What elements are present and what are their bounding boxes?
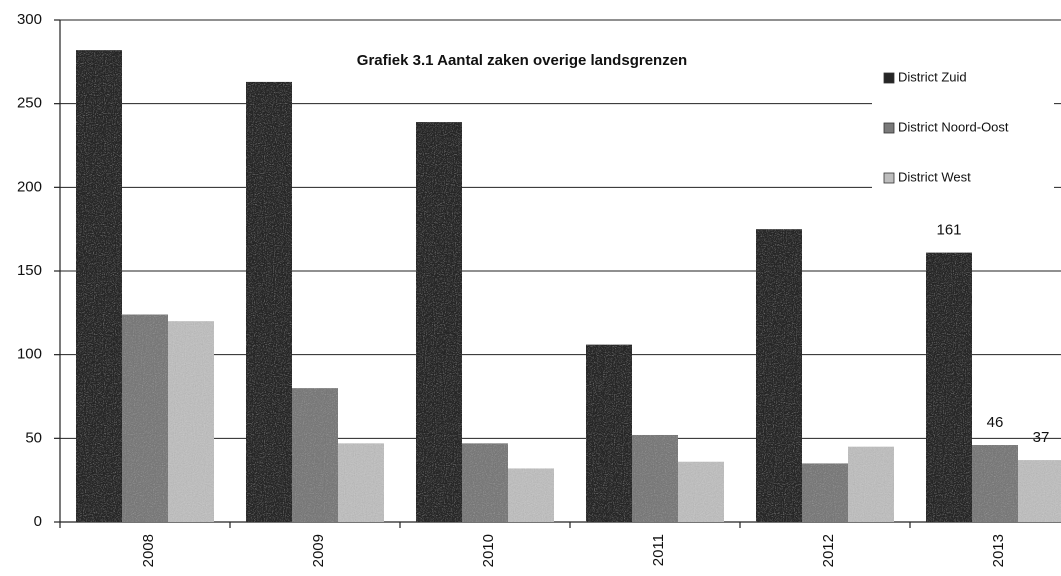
legend-swatch xyxy=(883,72,895,84)
bar xyxy=(756,229,802,522)
bar xyxy=(926,252,972,523)
bar xyxy=(1018,460,1061,522)
bar xyxy=(168,321,214,522)
data-label: 46 xyxy=(987,414,1004,431)
bar xyxy=(678,461,724,522)
y-tick-label: 150 xyxy=(17,262,42,279)
x-tick-label: 2013 xyxy=(990,534,1007,567)
legend-label: District West xyxy=(898,169,971,184)
legend-swatch xyxy=(883,122,895,134)
bar xyxy=(972,445,1018,522)
bar xyxy=(848,446,894,522)
bar xyxy=(416,122,462,522)
x-tick-label: 2008 xyxy=(140,534,157,567)
data-label: 37 xyxy=(1033,429,1050,446)
bar xyxy=(76,50,122,523)
bar xyxy=(122,314,168,522)
x-tick-label: 2010 xyxy=(480,534,497,567)
y-tick-label: 300 xyxy=(17,11,42,28)
bar xyxy=(292,388,338,522)
legend-swatch xyxy=(883,172,895,184)
y-tick-label: 0 xyxy=(34,513,42,530)
y-tick-label: 50 xyxy=(25,429,42,446)
x-tick-label: 2009 xyxy=(310,534,327,567)
bar xyxy=(802,463,848,522)
data-label: 161 xyxy=(936,222,961,239)
legend-label: District Noord-Oost xyxy=(898,119,1009,134)
bar xyxy=(462,443,508,522)
bar xyxy=(338,443,384,522)
bar xyxy=(632,434,678,522)
x-tick-label: 2011 xyxy=(650,534,667,566)
y-tick-label: 100 xyxy=(17,346,42,363)
bar xyxy=(508,468,554,522)
legend-label: District Zuid xyxy=(898,69,967,84)
chart-title: Grafiek 3.1 Aantal zaken overige landsgr… xyxy=(357,52,687,69)
bar xyxy=(246,81,292,522)
bar xyxy=(586,344,632,522)
y-tick-label: 200 xyxy=(17,178,42,195)
legend-box xyxy=(872,60,1054,210)
y-tick-label: 250 xyxy=(17,95,42,112)
x-tick-label: 2012 xyxy=(820,534,837,567)
